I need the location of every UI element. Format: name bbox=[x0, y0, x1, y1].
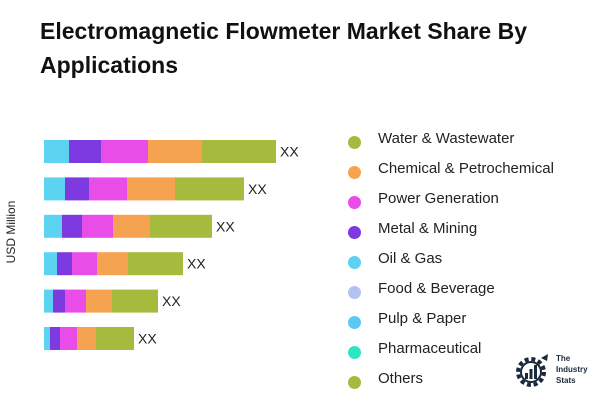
bar-segment bbox=[86, 289, 112, 313]
bar-segment bbox=[89, 177, 127, 201]
bar-segment bbox=[62, 214, 82, 238]
legend-swatch bbox=[348, 286, 361, 299]
bar-segment bbox=[113, 214, 150, 238]
bar-segment bbox=[175, 177, 244, 201]
bar-segment bbox=[72, 252, 97, 276]
legend-item: Power Generation bbox=[348, 188, 593, 218]
legend-item: Water & Wastewater bbox=[348, 128, 593, 158]
bar-segment bbox=[69, 140, 101, 163]
legend-label: Oil & Gas bbox=[378, 250, 443, 267]
legend-label: Pharmaceutical bbox=[378, 340, 482, 357]
legend-label: Food & Beverage bbox=[378, 280, 495, 297]
legend-swatch bbox=[348, 136, 361, 149]
legend-label: Water & Wastewater bbox=[378, 130, 515, 147]
bar-value-label: XX bbox=[280, 144, 299, 160]
bar-segment bbox=[65, 177, 89, 201]
bar-value-label: XX bbox=[162, 293, 181, 309]
bar-segment bbox=[148, 140, 202, 163]
bar-segment bbox=[44, 289, 53, 313]
legend-swatch bbox=[348, 226, 361, 239]
bar-segment bbox=[65, 289, 86, 313]
legend-item: Others bbox=[348, 368, 593, 398]
bar-segment bbox=[44, 140, 69, 163]
legend-item: Metal & Mining bbox=[348, 218, 593, 248]
logo-text-line: Stats bbox=[556, 376, 576, 385]
legend-label: Metal & Mining bbox=[378, 220, 478, 237]
legend-item: Pulp & Paper bbox=[348, 308, 593, 338]
legend-label: Chemical & Petrochemical bbox=[378, 160, 554, 177]
stacked-bar-chart: XX XX XX XX XX XX bbox=[44, 140, 299, 350]
bar-segment bbox=[57, 252, 72, 276]
chart-title: Electromagnetic Flowmeter Market Share B… bbox=[40, 18, 527, 78]
legend-item: Pharmaceutical bbox=[348, 338, 593, 368]
legend-item: Oil & Gas bbox=[348, 248, 593, 278]
bar-segment bbox=[150, 214, 212, 238]
bar-segment bbox=[44, 327, 50, 350]
bar-segment bbox=[60, 327, 77, 350]
legend-item: Food & Beverage bbox=[348, 278, 593, 308]
bar-segment bbox=[127, 177, 175, 201]
bar-segment bbox=[77, 327, 96, 350]
bar-segment bbox=[44, 177, 65, 201]
bar-value-label: XX bbox=[187, 256, 206, 272]
brand-logo: The Industry Stats bbox=[512, 352, 596, 392]
bar-segment bbox=[44, 214, 62, 238]
bar-value-label: XX bbox=[248, 181, 267, 197]
legend-swatch bbox=[348, 316, 361, 329]
logo-text-line: Industry bbox=[556, 365, 588, 374]
legend-swatch bbox=[348, 376, 361, 389]
bar-segment bbox=[82, 214, 113, 238]
bar-segment bbox=[50, 327, 60, 350]
gear-chart-icon bbox=[516, 354, 548, 387]
legend-item: Chemical & Petrochemical bbox=[348, 158, 593, 188]
logo-text-line: The bbox=[556, 354, 571, 363]
legend-swatch bbox=[348, 166, 361, 179]
legend-swatch bbox=[348, 346, 361, 359]
legend-swatch bbox=[348, 256, 361, 269]
bar-segment bbox=[96, 327, 134, 350]
legend-label: Others bbox=[378, 370, 424, 387]
bar-segment bbox=[101, 140, 148, 163]
bar-value-label: XX bbox=[216, 218, 235, 234]
logo-text: The Industry Stats bbox=[556, 353, 588, 386]
bar-segment bbox=[44, 252, 57, 276]
bar-segment bbox=[97, 252, 128, 276]
bar-segment bbox=[202, 140, 276, 163]
bar-segment bbox=[53, 289, 65, 313]
bar-segment bbox=[128, 252, 183, 276]
chart-legend: Water & Wastewater Chemical & Petrochemic… bbox=[348, 128, 593, 398]
bar-segment bbox=[112, 289, 158, 313]
legend-swatch bbox=[348, 196, 361, 209]
legend-label: Power Generation bbox=[378, 190, 499, 207]
legend-label: Pulp & Paper bbox=[378, 310, 467, 327]
bar-value-label: XX bbox=[138, 331, 157, 347]
